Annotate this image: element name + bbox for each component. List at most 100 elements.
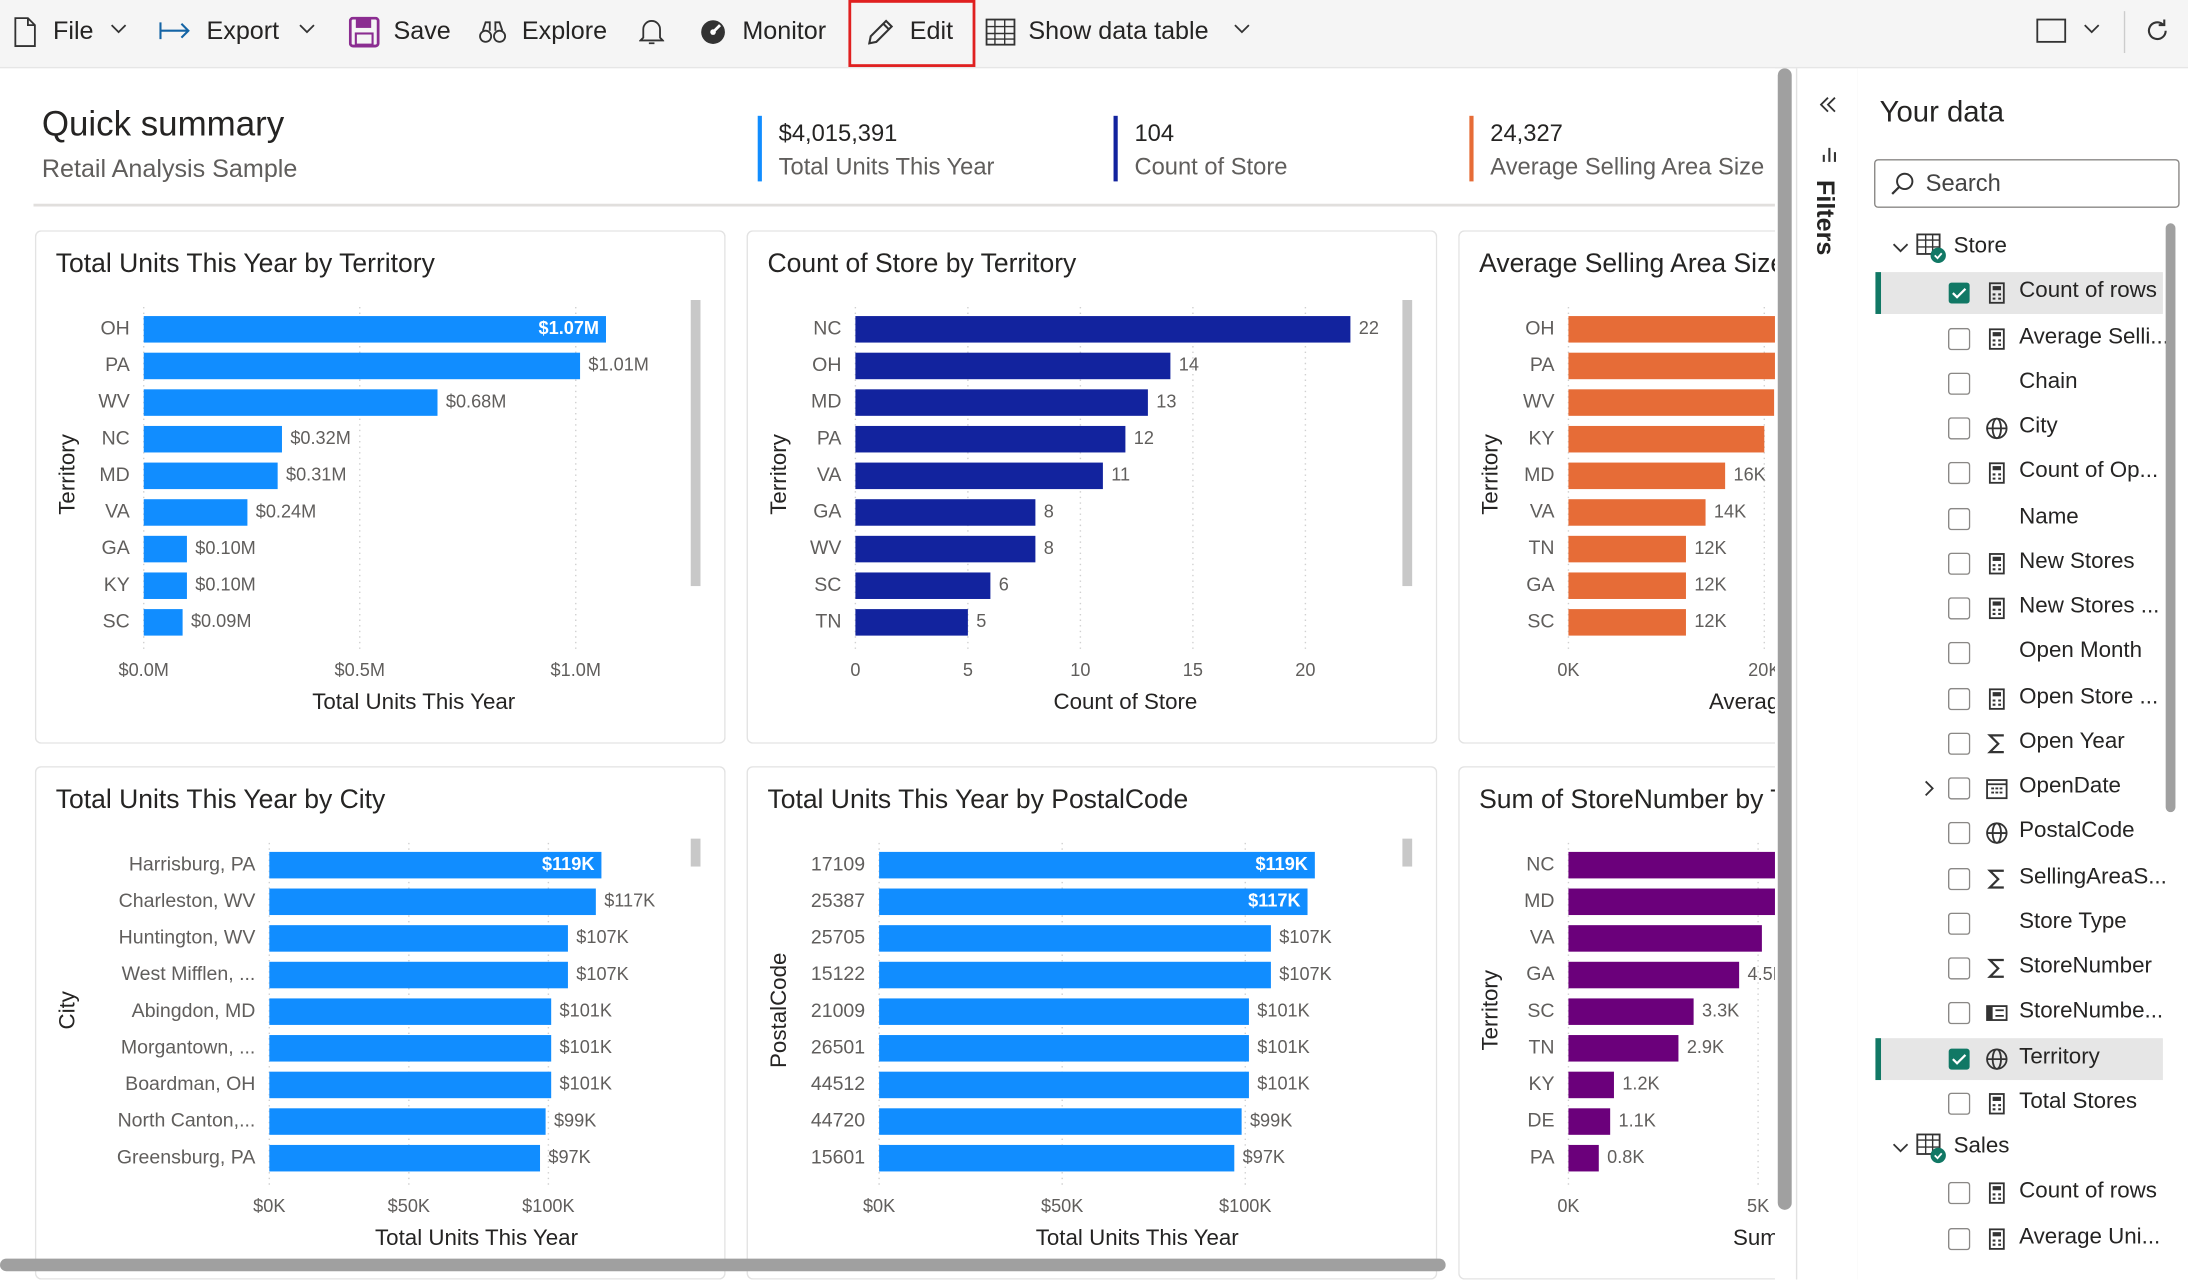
show-data-table-button[interactable]: Show data table: [1028, 16, 1209, 45]
field-row[interactable]: New Stores ...: [1857, 587, 2188, 629]
bar[interactable]: [143, 535, 187, 563]
field-row[interactable]: Total Stores: [1857, 1082, 2188, 1124]
table-row[interactable]: Store: [1857, 227, 2188, 269]
checkbox[interactable]: [1947, 822, 1971, 845]
bar[interactable]: [269, 1144, 541, 1172]
bar[interactable]: [879, 851, 1315, 879]
checkbox[interactable]: [1947, 327, 1971, 350]
bar[interactable]: [1568, 961, 1740, 989]
bar[interactable]: [855, 425, 1126, 453]
field-row[interactable]: Open Store ...: [1857, 677, 2188, 719]
field-row[interactable]: Count of rows: [1857, 272, 2188, 315]
pane-scrollbar[interactable]: [2165, 223, 2176, 813]
checkbox[interactable]: [1948, 282, 1970, 304]
bar[interactable]: [1568, 425, 1765, 453]
checkbox[interactable]: [1947, 1002, 1971, 1025]
checkbox[interactable]: [1947, 372, 1971, 395]
bell-icon[interactable]: [639, 18, 665, 46]
bar[interactable]: [855, 462, 1103, 490]
checkbox[interactable]: [1947, 597, 1971, 620]
visual-scrollbar[interactable]: [1402, 838, 1413, 867]
bar[interactable]: [1568, 998, 1694, 1025]
field-row[interactable]: Average Uni...: [1857, 1217, 2188, 1259]
checkbox[interactable]: [1947, 687, 1971, 710]
visual-scrollbar[interactable]: [690, 300, 701, 587]
bar[interactable]: [269, 925, 568, 952]
bar[interactable]: [879, 888, 1308, 916]
bar[interactable]: [855, 572, 991, 599]
filters-label[interactable]: Filters: [1811, 180, 1840, 256]
bar[interactable]: [1568, 851, 1775, 879]
bar[interactable]: [1568, 316, 1775, 343]
bar[interactable]: [143, 462, 278, 490]
checkbox[interactable]: [1947, 867, 1971, 890]
bar[interactable]: [143, 352, 581, 380]
save-button[interactable]: Save: [393, 16, 451, 45]
bar[interactable]: [1568, 389, 1775, 416]
bar[interactable]: [269, 998, 552, 1025]
field-row[interactable]: Territory: [1857, 1037, 2188, 1080]
bar[interactable]: [1568, 1144, 1599, 1172]
bar[interactable]: [879, 1071, 1249, 1099]
vertical-scrollbar[interactable]: [1777, 68, 1792, 1210]
expand-chevron[interactable]: [1923, 780, 1937, 797]
bar[interactable]: [1568, 1108, 1611, 1135]
checkbox[interactable]: [1947, 957, 1971, 980]
field-row[interactable]: SellingAreaS...: [1857, 857, 2188, 899]
bar[interactable]: [269, 851, 602, 879]
bar[interactable]: [269, 888, 596, 916]
field-row[interactable]: OpenDate: [1857, 767, 2188, 809]
bar[interactable]: [143, 389, 438, 416]
bar[interactable]: [143, 316, 606, 343]
checkbox[interactable]: [1947, 642, 1971, 665]
bar[interactable]: [1568, 572, 1686, 599]
export-button[interactable]: Export: [206, 16, 280, 45]
checkbox[interactable]: [1947, 507, 1971, 530]
checkbox[interactable]: [1947, 1227, 1971, 1250]
checkbox[interactable]: [1947, 732, 1971, 755]
visual-scrollbar[interactable]: [690, 838, 701, 867]
checkbox[interactable]: [1948, 1047, 1970, 1069]
file-button[interactable]: File: [53, 16, 94, 45]
bar[interactable]: [879, 998, 1249, 1025]
checkbox[interactable]: [1947, 462, 1971, 485]
bar[interactable]: [143, 609, 183, 636]
refresh-icon[interactable]: [2143, 17, 2171, 45]
bar[interactable]: [269, 961, 568, 989]
horizontal-scrollbar[interactable]: [0, 1258, 1446, 1272]
bar[interactable]: [855, 352, 1171, 380]
bar[interactable]: [143, 499, 248, 526]
field-row[interactable]: Average Selli...: [1857, 317, 2188, 359]
checkbox[interactable]: [1947, 1092, 1971, 1115]
table-row[interactable]: Sales: [1857, 1127, 2188, 1169]
bar[interactable]: [1568, 888, 1775, 916]
checkbox[interactable]: [1947, 777, 1971, 800]
field-row[interactable]: StoreNumber: [1857, 947, 2188, 989]
bar[interactable]: [1568, 462, 1726, 490]
bar[interactable]: [855, 316, 1351, 343]
field-row[interactable]: StoreNumbe...: [1857, 992, 2188, 1034]
bar[interactable]: [879, 1144, 1235, 1172]
field-row[interactable]: Name: [1857, 497, 2188, 539]
bar[interactable]: [879, 1108, 1242, 1135]
checkbox[interactable]: [1947, 552, 1971, 575]
bar[interactable]: [879, 1035, 1249, 1062]
field-row[interactable]: Open Year: [1857, 722, 2188, 764]
checkbox[interactable]: [1947, 912, 1971, 935]
field-row[interactable]: PostalCode: [1857, 812, 2188, 854]
bar[interactable]: [143, 425, 282, 453]
field-row[interactable]: Count of rows: [1857, 1172, 2188, 1214]
bar[interactable]: [879, 961, 1271, 989]
bar[interactable]: [1568, 535, 1686, 563]
field-row[interactable]: City: [1857, 407, 2188, 449]
expand-chevron[interactable]: [1892, 1140, 1909, 1157]
bar[interactable]: [269, 1035, 552, 1062]
bar[interactable]: [269, 1108, 546, 1135]
bar[interactable]: [1568, 1071, 1614, 1099]
bar[interactable]: [1568, 609, 1686, 636]
visual-scrollbar[interactable]: [1402, 300, 1413, 587]
explore-button[interactable]: Explore: [521, 16, 608, 45]
checkbox[interactable]: [1947, 417, 1971, 440]
checkbox[interactable]: [1947, 1182, 1971, 1205]
bar[interactable]: [855, 389, 1148, 416]
